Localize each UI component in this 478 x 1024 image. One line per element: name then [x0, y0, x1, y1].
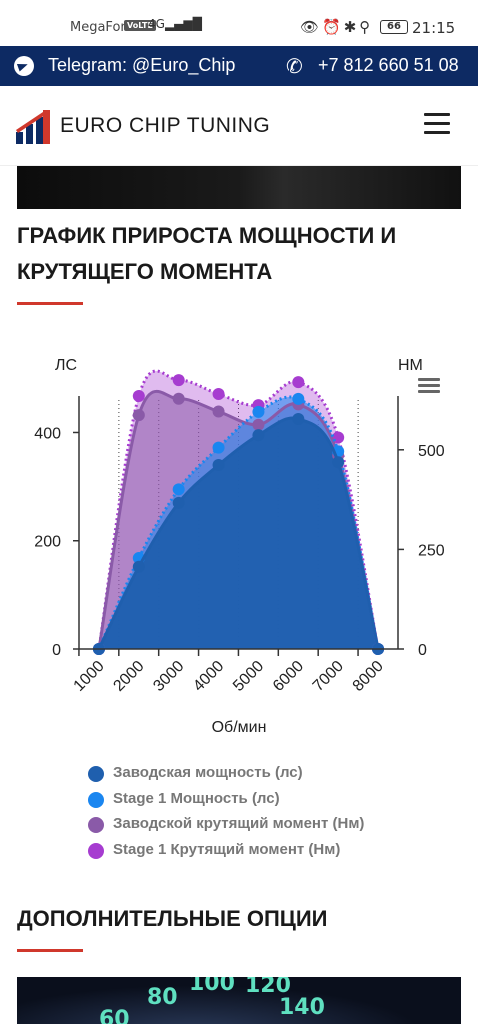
logo-icon[interactable]: [15, 110, 51, 144]
data-point[interactable]: [332, 456, 345, 469]
status-icons: 👁⏰✱⚲: [300, 18, 374, 36]
gauge-number: 140: [279, 995, 325, 1020]
data-point[interactable]: [252, 405, 265, 418]
telegram-icon[interactable]: [14, 56, 34, 76]
data-point[interactable]: [132, 409, 145, 422]
gauge-number: 80: [147, 985, 178, 1010]
x-tick-label: 6000: [270, 658, 307, 695]
data-point[interactable]: [132, 390, 145, 403]
series-area: [98, 418, 379, 649]
status-bar: MegaFon VoLTE 4G▂▄▆█ 👁⏰✱⚲ 66 21:15: [0, 0, 478, 46]
y-axis-label-left: ЛС: [55, 357, 77, 374]
title-line-2: КРУТЯЩЕГО МОМЕНТА: [17, 259, 273, 284]
gauge-number: 120: [245, 977, 291, 998]
phone-link[interactable]: +7 812 660 51 08: [318, 55, 459, 75]
legend-label: Заводская мощность (лс): [113, 764, 303, 781]
legend-label: Stage 1 Крутящий момент (Нм): [113, 840, 341, 858]
chart-menu-icon[interactable]: [418, 378, 442, 398]
x-tick-label: 2000: [110, 658, 147, 695]
clock: 21:15: [412, 19, 456, 37]
data-point[interactable]: [172, 374, 185, 387]
y-tick-label-left: 400: [34, 425, 61, 442]
legend-marker: [88, 791, 104, 808]
gauge-number: 60: [99, 1007, 130, 1024]
data-point[interactable]: [212, 441, 225, 454]
legend-label: Заводской крутящий момент (Нм): [113, 815, 365, 832]
x-tick-label: 3000: [150, 658, 187, 695]
x-tick-label: 4000: [190, 658, 227, 695]
y-tick-label-left: 200: [34, 534, 61, 551]
data-point[interactable]: [292, 412, 305, 425]
chart-section-title: ГРАФИК ПРИРОСТА МОЩНОСТИ И КРУТЯЩЕГО МОМ…: [17, 218, 457, 290]
legend-item-factory-power[interactable]: Заводская мощность (лс): [88, 762, 364, 788]
battery-icon: 66: [380, 20, 408, 34]
y-tick-label-right: 250: [418, 542, 445, 559]
series-line: [97, 395, 380, 650]
legend-marker: [88, 842, 104, 859]
site-header: EURO CHIP TUNING: [0, 86, 478, 166]
x-tick-label: 1000: [71, 658, 108, 695]
telegram-link[interactable]: Telegram: @Euro_Chip: [48, 55, 236, 75]
title-line-1: ГРАФИК ПРИРОСТА МОЩНОСТИ И: [17, 223, 397, 248]
gauge-number: 100: [189, 977, 235, 996]
data-point[interactable]: [212, 458, 225, 471]
y-tick-label-left: 0: [52, 642, 61, 659]
x-tick-label: 7000: [310, 658, 347, 695]
data-point[interactable]: [292, 392, 305, 405]
signal-icon: 4G▂▄▆█: [148, 17, 202, 31]
data-point[interactable]: [212, 388, 225, 401]
legend-marker: [88, 766, 104, 782]
data-point[interactable]: [252, 429, 265, 442]
hero-image: [17, 166, 461, 209]
hamburger-menu-icon[interactable]: [424, 113, 450, 135]
legend-label: Stage 1 Мощность (лс): [113, 789, 280, 807]
title-underline: [17, 302, 83, 305]
data-point[interactable]: [172, 392, 185, 405]
network-type: 4G: [148, 17, 165, 31]
legend-item-factory-torque[interactable]: Заводской крутящий момент (Нм): [88, 813, 364, 839]
data-point[interactable]: [212, 405, 225, 418]
x-axis-label: Об/мин: [212, 719, 267, 736]
y-axis-label-right: НМ: [398, 357, 423, 374]
legend-marker: [88, 817, 104, 833]
data-point[interactable]: [172, 496, 185, 509]
x-tick-label: 8000: [350, 658, 387, 695]
data-point[interactable]: [292, 376, 305, 389]
logo-text[interactable]: EURO CHIP TUNING: [60, 114, 271, 137]
carrier-name: MegaFon: [70, 20, 129, 35]
contact-bar: Telegram: @Euro_Chip ✆ +7 812 660 51 08: [0, 46, 478, 86]
y-tick-label-right: 500: [418, 443, 445, 460]
options-section-title: ДОПОЛНИТЕЛЬНЫЕ ОПЦИИ: [17, 906, 328, 931]
title-underline: [17, 949, 83, 952]
y-tick-label-right: 0: [418, 642, 427, 659]
legend-item-stage1-torque[interactable]: Stage 1 Крутящий момент (Нм): [88, 839, 364, 865]
data-point[interactable]: [172, 483, 185, 496]
speedometer-image: 60 80 100 120 140: [17, 977, 461, 1024]
chart-legend: Заводская мощность (лс) Stage 1 Мощность…: [88, 762, 364, 864]
data-point[interactable]: [132, 560, 145, 573]
legend-item-stage1-power[interactable]: Stage 1 Мощность (лс): [88, 788, 364, 814]
data-point[interactable]: [252, 418, 265, 431]
phone-icon[interactable]: ✆: [286, 56, 303, 78]
volte-badge: VoLTE: [124, 20, 156, 31]
x-tick-label: 5000: [230, 658, 267, 695]
